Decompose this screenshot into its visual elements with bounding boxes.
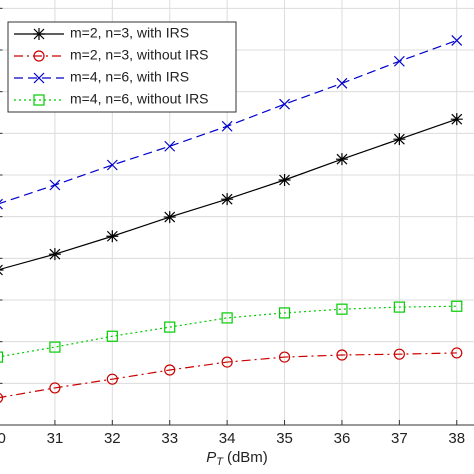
legend-box	[7, 21, 237, 113]
marker	[221, 120, 233, 132]
marker	[278, 174, 291, 186]
marker	[393, 348, 405, 360]
legend: m=2, n=3, with IRS m=2, n=3, without IRS m…	[7, 21, 237, 113]
x-tick-label: 35	[276, 430, 293, 447]
x-axis-label: PT (dBm)	[206, 449, 268, 468]
marker	[0, 351, 4, 363]
x-label-main: P	[206, 449, 216, 466]
x-tick-label: 36	[334, 430, 351, 447]
marker	[336, 303, 348, 315]
marker	[393, 301, 405, 313]
x-label-unit: (dBm)	[227, 449, 268, 466]
marker	[0, 392, 4, 403]
marker	[49, 341, 61, 353]
marker	[221, 193, 234, 206]
marker	[221, 356, 233, 368]
marker	[279, 98, 290, 110]
marker	[450, 113, 463, 126]
marker	[451, 347, 463, 359]
legend-label: m=4, n=6, without IRS	[70, 91, 209, 107]
marker	[393, 133, 406, 146]
marker	[49, 382, 61, 394]
marker	[164, 364, 176, 376]
marker	[336, 77, 348, 89]
marker	[164, 321, 176, 333]
marker	[48, 248, 61, 261]
marker	[0, 264, 4, 276]
marker	[33, 94, 45, 106]
marker	[33, 50, 45, 62]
series-line	[0, 118, 457, 270]
series-line	[0, 305, 457, 358]
x-label-sub: T	[216, 456, 224, 468]
marker	[0, 198, 3, 210]
x-tick-label: 32	[104, 430, 121, 447]
x-tick-label: 30	[0, 430, 6, 447]
x-tick-label: 38	[448, 430, 465, 447]
marker	[163, 211, 176, 224]
marker	[336, 349, 348, 361]
marker	[106, 330, 118, 342]
series-line	[0, 352, 457, 399]
x-tick-label: 31	[47, 430, 64, 447]
marker	[49, 179, 61, 191]
legend-label: m=2, n=3, with IRS	[70, 25, 189, 41]
x-tick-label: 37	[391, 430, 408, 447]
marker	[33, 28, 45, 40]
marker	[335, 153, 348, 166]
marker	[278, 351, 291, 363]
marker	[106, 230, 119, 243]
x-tick-label: 33	[161, 430, 178, 447]
marker	[106, 373, 118, 385]
marker	[106, 159, 118, 171]
marker	[278, 307, 291, 319]
x-tick-label: 34	[219, 430, 236, 447]
marker	[33, 72, 45, 84]
marker	[164, 140, 176, 152]
marker	[221, 312, 233, 324]
legend-label: m=2, n=3, without IRS	[70, 47, 209, 63]
marker	[451, 34, 463, 46]
marker	[451, 300, 463, 312]
legend-label: m=4, n=6, with IRS	[70, 69, 189, 85]
marker	[393, 55, 405, 67]
